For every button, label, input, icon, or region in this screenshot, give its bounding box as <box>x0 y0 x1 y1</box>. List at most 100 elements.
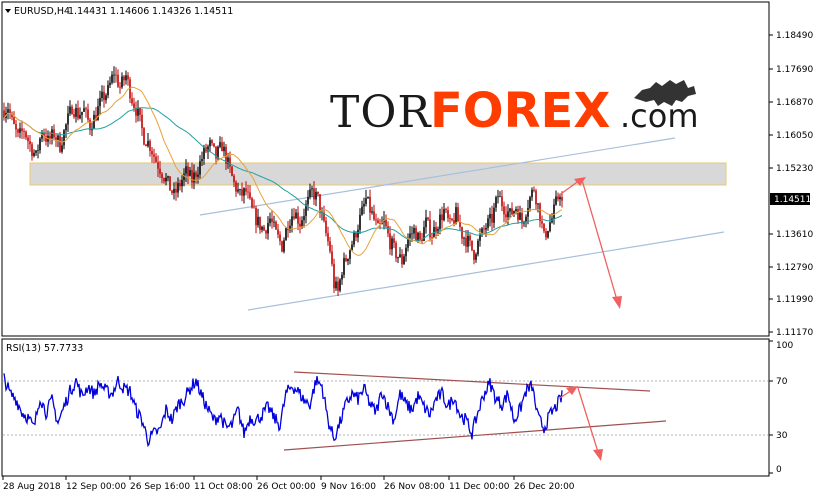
forecast-up-arrowhead <box>574 177 586 186</box>
candle-body <box>465 237 467 247</box>
candle-body <box>503 206 505 215</box>
candle-body <box>411 233 413 235</box>
candle-body <box>9 109 11 114</box>
candle-body <box>361 206 363 215</box>
time-tick-label: 28 Aug 2018 <box>3 482 61 492</box>
candle-body <box>119 86 121 88</box>
candle-body <box>223 146 225 152</box>
candle-body <box>13 117 15 124</box>
candle-body <box>97 106 99 121</box>
candle-body <box>399 254 401 258</box>
candle-body <box>151 150 153 155</box>
candle-body <box>121 76 123 88</box>
price-tick-6: 1.13610 <box>769 230 813 240</box>
candle-body <box>543 223 545 232</box>
candle-body <box>485 227 487 230</box>
candle-body <box>33 152 35 156</box>
candle-body <box>297 212 299 224</box>
candle-body <box>421 239 423 242</box>
rsi-lower-trendline <box>283 420 667 451</box>
candle-body <box>431 237 433 239</box>
candle-body <box>257 216 259 226</box>
candle-body <box>517 209 519 220</box>
candle-body <box>285 228 287 241</box>
bull-bear-icon <box>634 80 696 106</box>
candle-body <box>89 119 91 131</box>
time-tick-label: 26 Nov 08:00 <box>384 482 445 492</box>
candle-body <box>51 129 53 139</box>
candle-body <box>81 111 83 115</box>
candle-body <box>213 143 215 147</box>
candle-body <box>339 279 341 291</box>
candle-body <box>313 188 315 200</box>
candle-body <box>445 209 447 211</box>
candle-body <box>327 233 329 242</box>
candle-body <box>237 189 239 192</box>
candle-body <box>419 232 421 240</box>
candle-body <box>267 223 269 234</box>
lower-channel-line <box>247 231 725 311</box>
candle-body <box>355 232 357 238</box>
candle-body <box>351 244 353 251</box>
candle-body <box>505 214 507 218</box>
candle-body <box>305 204 307 217</box>
rsi-axis: 100 70 30 0 <box>769 340 793 475</box>
logo-text-forex: FOREX <box>430 83 610 139</box>
candle-body <box>105 95 107 101</box>
rsi-tick-70: 70 <box>769 377 788 387</box>
candle-body <box>547 231 549 238</box>
time-tick-3: 11 Oct 08:00 <box>193 476 253 492</box>
candle-body <box>123 76 125 81</box>
candle-body <box>41 133 43 139</box>
candle-body <box>59 135 61 152</box>
rsi-upper-trendline <box>293 371 651 392</box>
price-tick-label: 1.15230 <box>776 164 813 174</box>
rsi-tick-label: 70 <box>776 377 788 387</box>
candle-body <box>373 211 375 220</box>
candle-body <box>21 128 23 132</box>
price-tick-label: 1.16870 <box>776 98 813 108</box>
candle-body <box>477 240 479 255</box>
dropdown-triangle-icon[interactable] <box>5 9 11 13</box>
candle-body <box>131 98 133 104</box>
candle-body <box>331 251 333 264</box>
candle-body <box>479 234 481 241</box>
rsi-tick-100: 100 <box>769 340 793 351</box>
candle-body <box>375 219 377 221</box>
rsi-tick-30: 30 <box>769 431 788 441</box>
torforex-logo: TOR FOREX .com <box>330 80 699 139</box>
candle-body <box>311 188 313 190</box>
candle-body <box>303 216 305 221</box>
candle-body <box>369 196 371 213</box>
candle-body <box>207 146 209 152</box>
candle-body <box>483 228 485 230</box>
price-tick-7: 1.12790 <box>769 263 813 273</box>
candle-body <box>183 173 185 181</box>
rsi-tick-label: 100 <box>776 341 793 351</box>
candle-body <box>71 106 73 115</box>
rsi-tick-label: 30 <box>776 431 788 441</box>
candle-body <box>541 221 543 224</box>
candle-body <box>499 196 501 198</box>
candle-body <box>439 214 441 229</box>
candle-body <box>189 170 191 176</box>
candle-body <box>141 114 143 129</box>
candle-body <box>19 128 21 133</box>
candle-body <box>73 114 75 117</box>
rsi-label: RSI(13) 57.7733 <box>6 343 83 354</box>
candle-body <box>29 141 31 145</box>
candle-body <box>525 216 527 222</box>
candle-body <box>515 209 517 212</box>
candle-body <box>233 175 235 183</box>
time-tick-label: 11 Dec 00:00 <box>449 482 510 492</box>
time-tick-6: 26 Nov 08:00 <box>383 476 445 492</box>
candle-body <box>457 207 459 222</box>
time-tick-7: 11 Dec 00:00 <box>448 476 510 492</box>
upper-channel-line <box>199 137 676 216</box>
candle-body <box>357 229 359 238</box>
time-tick-0: 28 Aug 2018 <box>2 476 61 492</box>
candle-body <box>437 228 439 233</box>
candle-body <box>475 254 477 260</box>
candle-body <box>65 124 67 131</box>
candle-body <box>15 123 17 130</box>
